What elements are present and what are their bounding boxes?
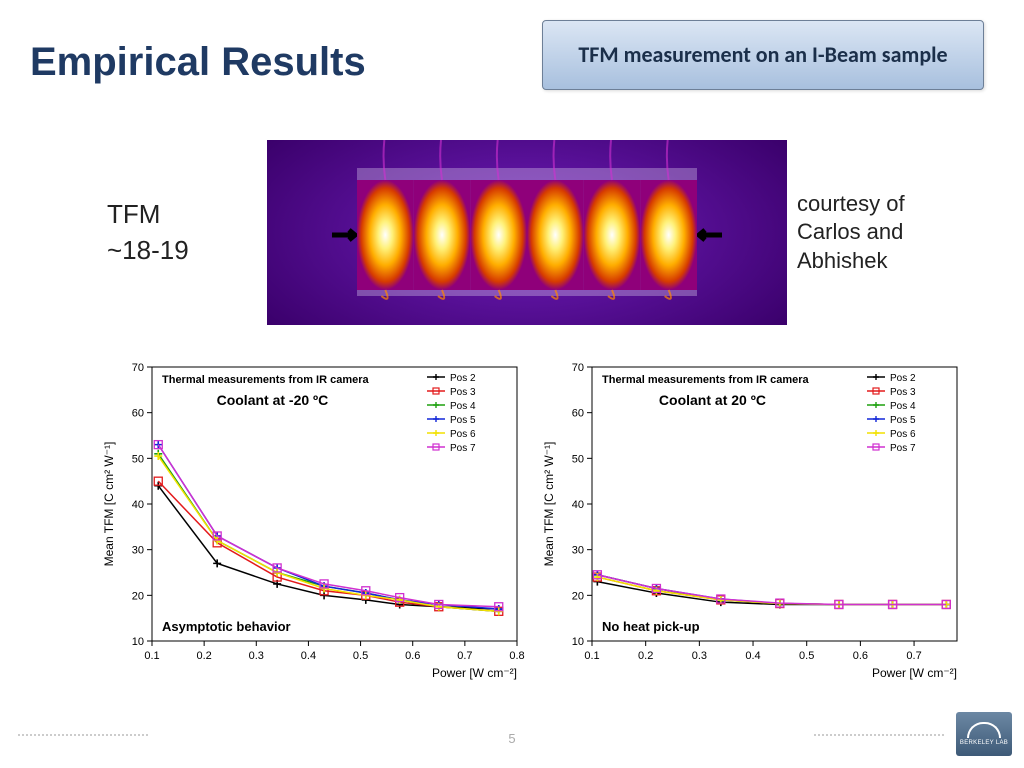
- svg-text:Pos 2: Pos 2: [450, 373, 476, 384]
- svg-text:Coolant at -20 ºC: Coolant at -20 ºC: [217, 392, 329, 408]
- svg-text:Pos 3: Pos 3: [890, 387, 916, 398]
- svg-text:10: 10: [572, 636, 584, 648]
- svg-text:10: 10: [132, 636, 144, 648]
- svg-text:Power [W cm⁻²]: Power [W cm⁻²]: [872, 666, 957, 680]
- svg-text:Pos 2: Pos 2: [890, 373, 916, 384]
- svg-text:30: 30: [572, 545, 584, 557]
- svg-text:Pos 6: Pos 6: [890, 429, 916, 440]
- svg-text:0.3: 0.3: [692, 650, 707, 662]
- svg-text:60: 60: [572, 408, 584, 420]
- chart-left: 0.1 0.2 0.3 0.4 0.5 0.6 0.7 0.8 10 20 30 40 50 60 70 Po…: [97, 355, 527, 685]
- svg-text:20: 20: [572, 590, 584, 602]
- svg-text:0.2: 0.2: [196, 650, 211, 662]
- svg-text:0.3: 0.3: [249, 650, 264, 662]
- svg-text:Asymptotic behavior: Asymptotic behavior: [162, 619, 291, 634]
- svg-text:70: 70: [572, 362, 584, 374]
- svg-text:Thermal measurements from IR c: Thermal measurements from IR camera: [602, 374, 810, 386]
- svg-text:Pos 3: Pos 3: [450, 387, 476, 398]
- svg-text:Pos 7: Pos 7: [450, 443, 476, 454]
- svg-text:Coolant at 20 ºC: Coolant at 20 ºC: [659, 392, 766, 408]
- logo-arc-icon: [967, 722, 1001, 738]
- svg-text:30: 30: [132, 545, 144, 557]
- svg-text:Pos 5: Pos 5: [890, 415, 916, 426]
- tfm-label-l2: ~18-19: [107, 233, 257, 268]
- svg-text:Pos 4: Pos 4: [890, 401, 916, 412]
- svg-text:0.7: 0.7: [457, 650, 472, 662]
- svg-text:40: 40: [572, 499, 584, 511]
- svg-text:50: 50: [572, 453, 584, 465]
- svg-text:Pos 6: Pos 6: [450, 429, 476, 440]
- credits-label: courtesy of Carlos and Abhishek: [797, 190, 947, 276]
- svg-text:70: 70: [132, 362, 144, 374]
- svg-text:0.1: 0.1: [584, 650, 599, 662]
- svg-text:0.6: 0.6: [853, 650, 868, 662]
- lab-logo: BERKELEY LAB: [956, 712, 1012, 756]
- svg-text:20: 20: [132, 590, 144, 602]
- svg-text:50: 50: [132, 453, 144, 465]
- svg-text:Pos 5: Pos 5: [450, 415, 476, 426]
- svg-text:0.4: 0.4: [301, 650, 316, 662]
- svg-text:0.7: 0.7: [906, 650, 921, 662]
- svg-text:Power [W cm⁻²]: Power [W cm⁻²]: [432, 666, 517, 680]
- chart-right: 0.1 0.2 0.3 0.4 0.5 0.6 0.7 10 20 30 40 50 60 70 Power…: [537, 355, 967, 685]
- svg-text:Mean TFM [C cm² W⁻¹]: Mean TFM [C cm² W⁻¹]: [542, 442, 556, 567]
- page-title: Empirical Results: [30, 40, 366, 85]
- svg-text:40: 40: [132, 499, 144, 511]
- svg-text:No heat pick-up: No heat pick-up: [602, 619, 700, 634]
- logo-text: BERKELEY LAB: [960, 740, 1008, 746]
- divider-right: [814, 734, 944, 736]
- tfm-value-label: TFM ~18-19: [77, 197, 257, 267]
- svg-text:0.5: 0.5: [353, 650, 368, 662]
- thermal-image: [267, 140, 787, 325]
- svg-text:Pos 7: Pos 7: [890, 443, 916, 454]
- svg-text:0.4: 0.4: [745, 650, 760, 662]
- svg-text:0.1: 0.1: [144, 650, 159, 662]
- svg-text:60: 60: [132, 408, 144, 420]
- svg-text:Thermal measurements from IR c: Thermal measurements from IR camera: [162, 374, 370, 386]
- svg-text:0.2: 0.2: [638, 650, 653, 662]
- tfm-label-l1: TFM: [107, 197, 257, 232]
- divider-left: [18, 734, 148, 736]
- header-box: TFM measurement on an I-Beam sample: [542, 20, 984, 90]
- svg-text:0.5: 0.5: [799, 650, 814, 662]
- svg-text:Mean TFM [C cm² W⁻¹]: Mean TFM [C cm² W⁻¹]: [102, 442, 116, 567]
- svg-text:Pos 4: Pos 4: [450, 401, 476, 412]
- svg-text:0.6: 0.6: [405, 650, 420, 662]
- svg-text:0.8: 0.8: [509, 650, 524, 662]
